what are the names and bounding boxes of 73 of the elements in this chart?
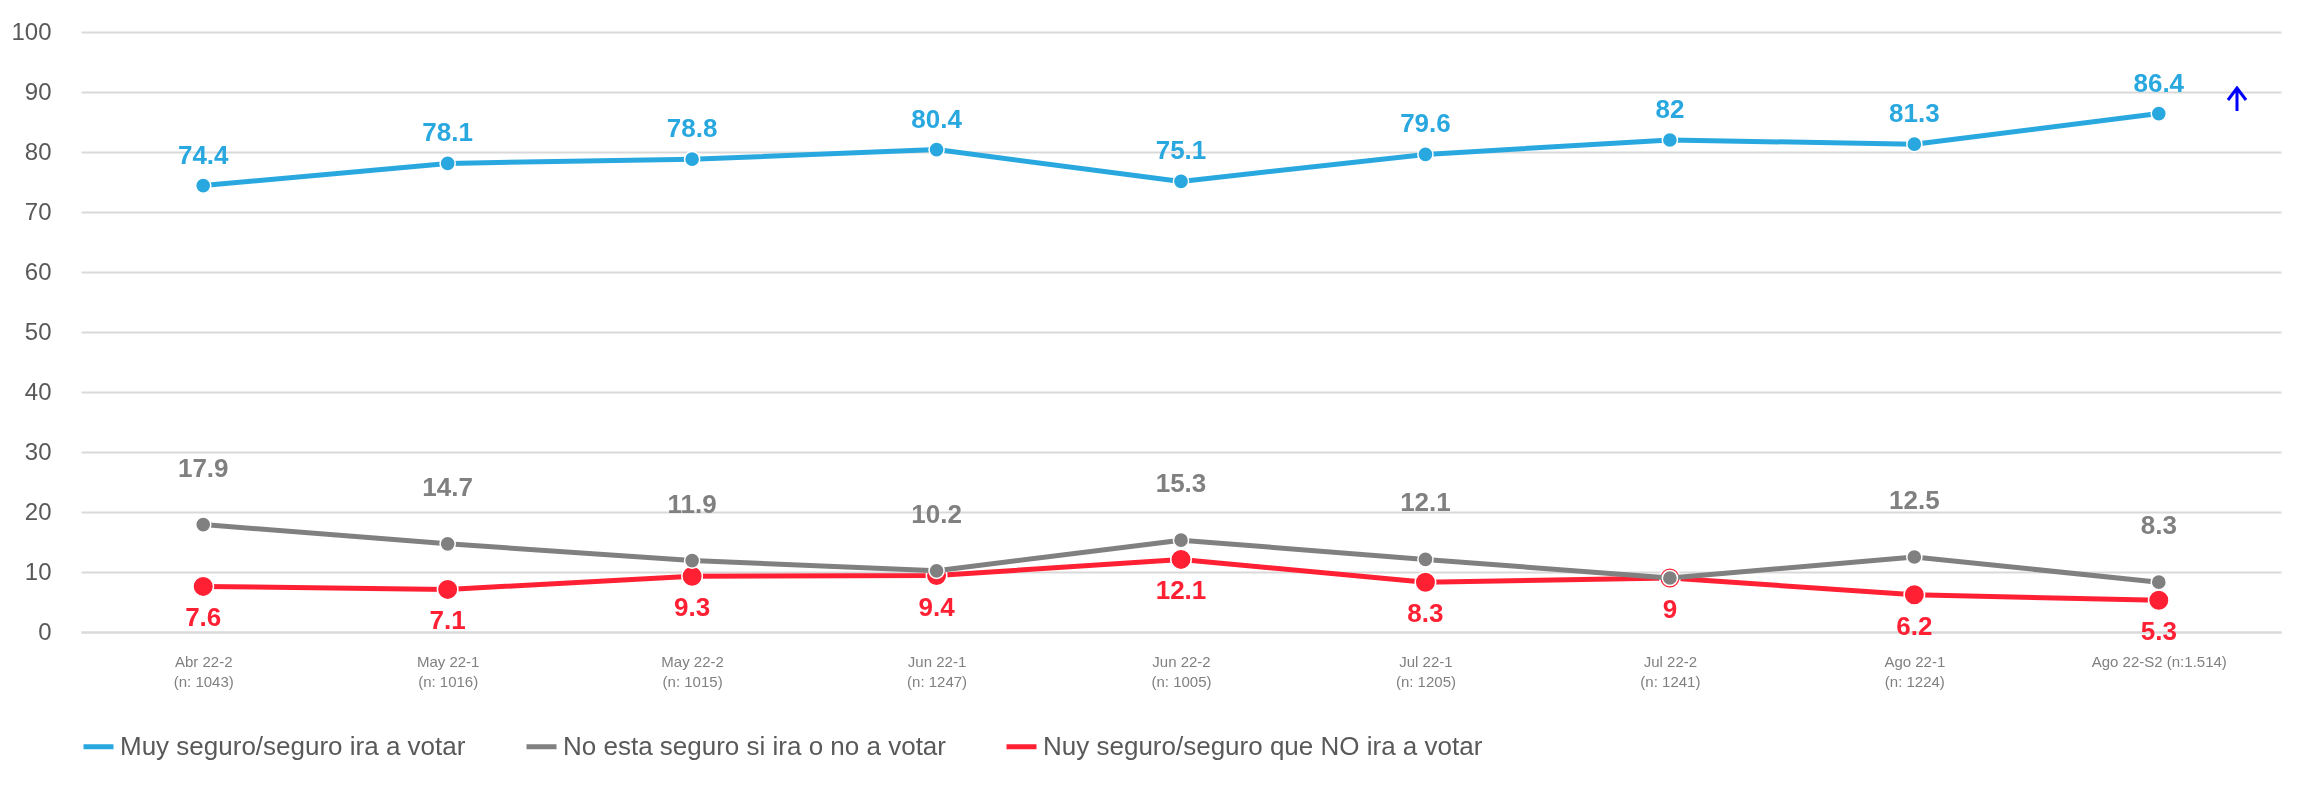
point bbox=[1906, 135, 1923, 153]
data-label: 7.1 bbox=[429, 605, 466, 636]
y-tick-label: 20 bbox=[24, 497, 52, 525]
y-tick-label: 10 bbox=[24, 557, 52, 585]
point bbox=[1172, 531, 1190, 549]
point bbox=[2147, 589, 2170, 612]
data-label: 79.6 bbox=[1400, 108, 1451, 139]
data-label: 78.8 bbox=[666, 113, 718, 144]
point bbox=[192, 575, 215, 598]
x-tick-label: Jul 22-1 (n: 1205) bbox=[1395, 652, 1456, 690]
legend-label: No esta seguro si ira o no a votar bbox=[563, 730, 947, 761]
x-tick-label: Jul 22-2 (n: 1241) bbox=[1640, 652, 1701, 690]
point bbox=[1172, 173, 1190, 190]
data-label: 86.4 bbox=[2133, 67, 2185, 98]
data-label: 9.3 bbox=[674, 592, 711, 623]
point bbox=[439, 155, 456, 172]
y-tick-label: 30 bbox=[24, 437, 52, 465]
data-label: 9 bbox=[1662, 594, 1678, 624]
data-label: 9.4 bbox=[918, 591, 956, 622]
x-tick-label: Abr 22-2 (n: 1043) bbox=[173, 652, 234, 690]
point bbox=[681, 565, 704, 588]
legend-label: Muy seguro/seguro ira a votar bbox=[120, 730, 466, 761]
y-tick-label: 60 bbox=[24, 257, 52, 285]
point bbox=[194, 516, 212, 533]
point bbox=[436, 578, 459, 601]
y-tick-label: 80 bbox=[24, 137, 52, 165]
data-label: 8.3 bbox=[2140, 510, 2177, 541]
y-tick-label: 100 bbox=[11, 17, 52, 45]
y-tick-label: 50 bbox=[24, 317, 52, 345]
point bbox=[1903, 583, 1926, 606]
data-label: 12.5 bbox=[1889, 485, 1940, 515]
x-tick-label: Ago 22-S2 (n:1.514) bbox=[2091, 652, 2227, 670]
x-tick-label: Jun 22-1 (n: 1247) bbox=[907, 652, 968, 690]
x-tick-label: Ago 22-1 (n: 1224) bbox=[1884, 652, 1946, 690]
x-tick-label: Jun 22-2 (n: 1005) bbox=[1151, 652, 1212, 690]
point bbox=[2150, 573, 2168, 591]
data-label: 78.1 bbox=[422, 117, 473, 148]
legend-label: Nuy seguro/seguro que NO ira a votar bbox=[1043, 730, 1483, 761]
data-label: 82 bbox=[1655, 94, 1685, 124]
point bbox=[1906, 548, 1923, 566]
data-label: 15.3 bbox=[1155, 468, 1207, 499]
x-tick-label: May 22-2 (n: 1015) bbox=[661, 652, 724, 690]
data-label: 12.1 bbox=[1400, 487, 1451, 518]
data-label: 17.9 bbox=[177, 452, 229, 483]
data-label: 14.7 bbox=[422, 471, 473, 502]
data-label: 5.3 bbox=[2140, 616, 2177, 647]
point bbox=[1170, 548, 1192, 571]
data-label: 12.1 bbox=[1155, 575, 1207, 606]
point bbox=[194, 177, 212, 194]
y-tick-label: 0 bbox=[38, 617, 52, 645]
y-tick-label: 70 bbox=[24, 197, 52, 225]
point bbox=[1414, 571, 1437, 594]
y-tick-label: 40 bbox=[24, 377, 52, 405]
data-label: 75.1 bbox=[1155, 135, 1207, 166]
x-tick-label: May 22-1 (n: 1016) bbox=[416, 652, 480, 690]
data-label: 81.3 bbox=[1889, 98, 1940, 129]
point bbox=[1417, 551, 1434, 568]
point bbox=[928, 141, 945, 158]
point bbox=[683, 150, 701, 168]
point bbox=[439, 535, 456, 553]
data-label: 10.2 bbox=[911, 498, 962, 529]
point bbox=[1661, 131, 1679, 149]
point bbox=[1417, 146, 1434, 163]
point bbox=[683, 552, 701, 569]
data-label: 6.2 bbox=[1896, 610, 1933, 641]
y-tick-label: 90 bbox=[24, 77, 52, 105]
point bbox=[928, 562, 945, 580]
data-label: 8.3 bbox=[1407, 598, 1444, 629]
point bbox=[2150, 105, 2168, 122]
data-label: 80.4 bbox=[911, 103, 963, 134]
data-label: 11.9 bbox=[667, 488, 717, 519]
data-label: 74.4 bbox=[177, 139, 230, 170]
data-label: 7.6 bbox=[185, 602, 222, 633]
